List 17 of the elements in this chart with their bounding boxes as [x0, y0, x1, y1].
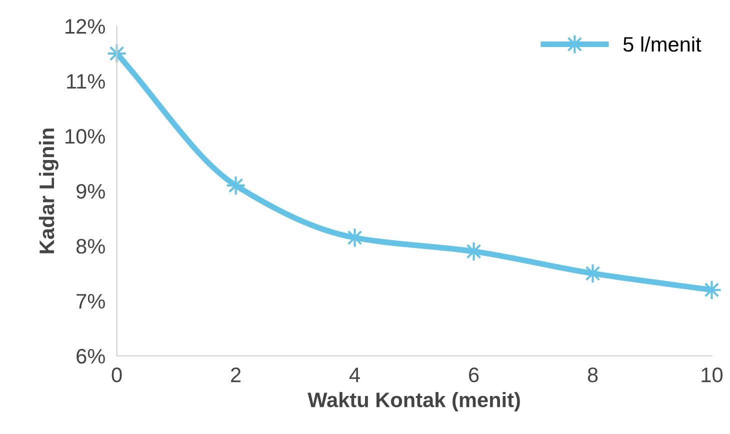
- x-tick-label: 0: [112, 368, 122, 382]
- point: [226, 175, 246, 196]
- x-tick-label: 4: [349, 368, 360, 382]
- y-tick-label: 12%: [66, 19, 105, 34]
- x-tick-label: 2: [231, 368, 241, 382]
- y-tick-label: 8%: [76, 238, 105, 254]
- x-tick-label: 10: [702, 368, 723, 382]
- x-tick-label: 8: [588, 368, 598, 382]
- y-tick-label: 11%: [67, 74, 105, 89]
- y-tick-label: 10%: [66, 128, 105, 144]
- y-tick-label: 7%: [76, 294, 105, 309]
- y-axis-title: Kadar Lignin: [38, 128, 58, 254]
- legend-label: 5 l/menit: [623, 36, 702, 52]
- y-tick-label: 6%: [76, 348, 105, 364]
- x-tick-label: 6: [469, 368, 479, 382]
- y-tick-label: 9%: [76, 184, 105, 199]
- x-axis-title: Waktu Kontak (menit): [308, 392, 520, 412]
